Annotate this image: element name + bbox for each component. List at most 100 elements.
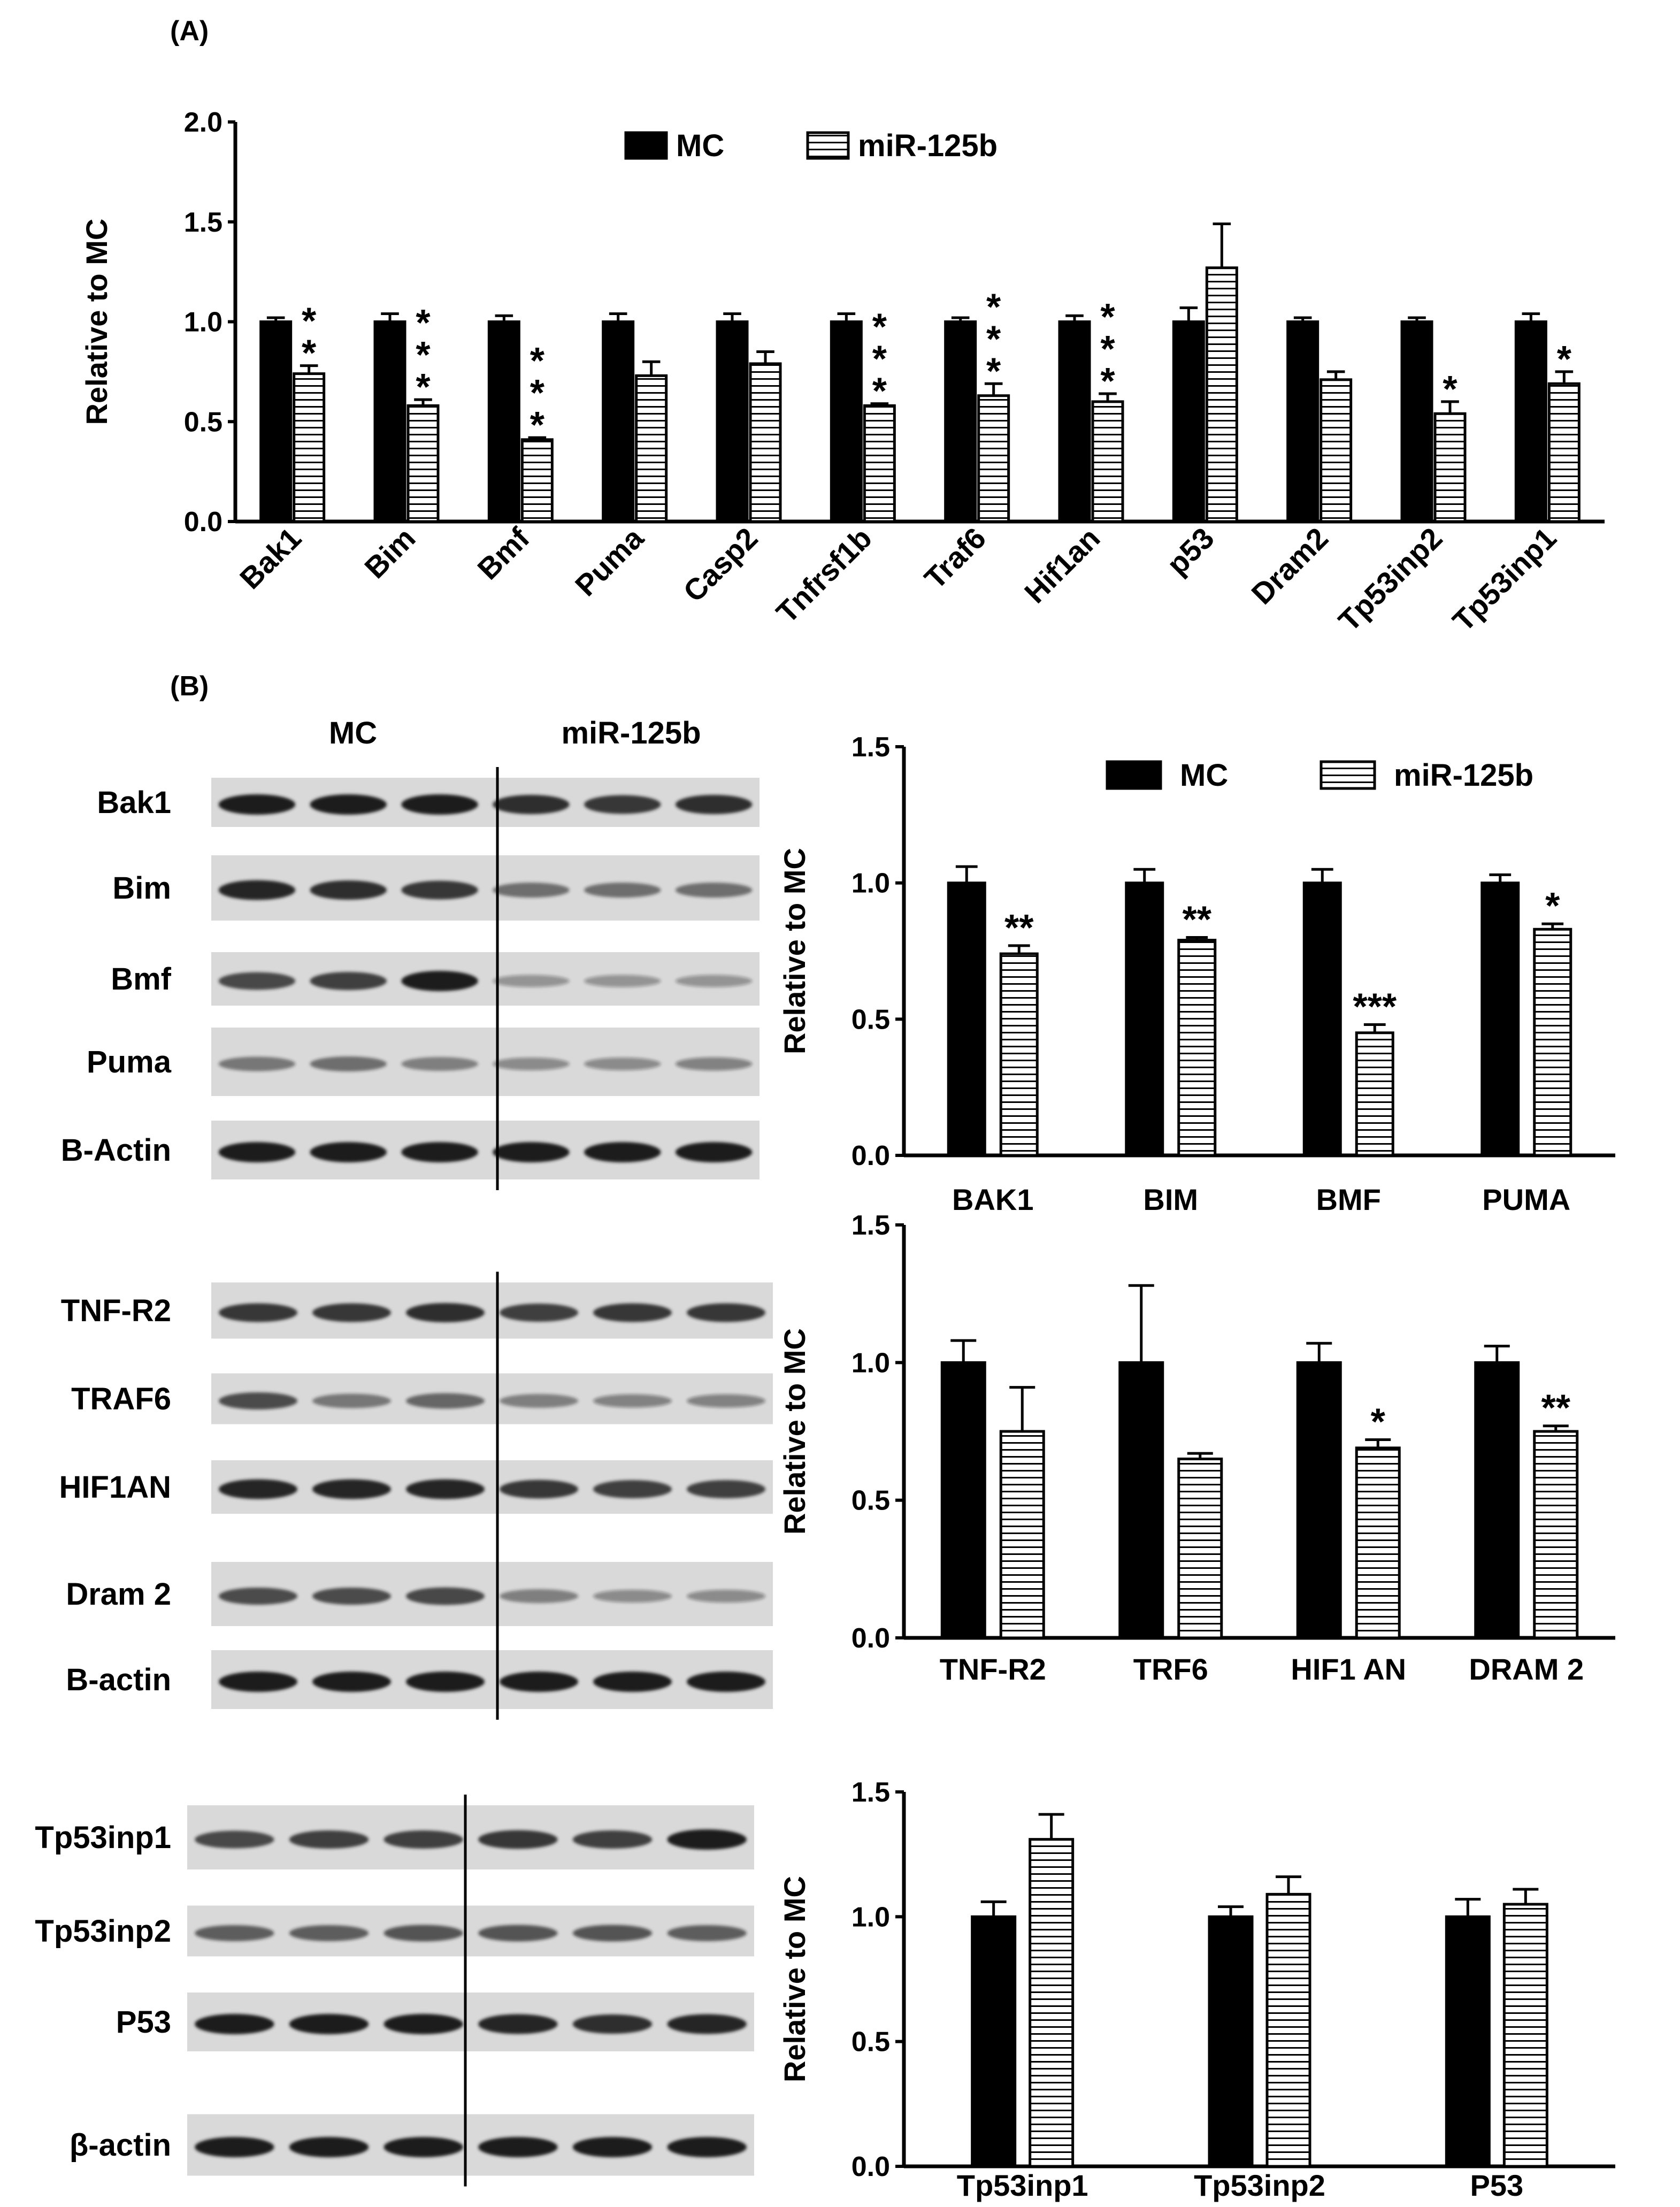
blot-band — [218, 880, 296, 900]
x-tick-label-BMF: BMF — [1316, 1183, 1381, 1216]
blot-strip-TNF-R2 — [211, 1282, 773, 1339]
bar-mc-Tp53inp2 — [1208, 1915, 1254, 2168]
bar-mc-BIM — [1125, 882, 1164, 1157]
significance-star: * — [872, 370, 887, 412]
bar-mir125b-P53 — [1502, 1903, 1548, 2168]
bar-mir125b-p53 — [1205, 266, 1238, 523]
bar-mc-Hif1an — [1058, 320, 1091, 523]
significance-star: * — [302, 332, 317, 374]
blot-band — [584, 975, 661, 987]
legend-label-mir125b: miR-125b — [1394, 758, 1533, 793]
y-tick-label: 1.0 — [851, 868, 890, 899]
bar-mir125b-BMF — [1355, 1031, 1394, 1157]
y-tick-label: 1.5 — [851, 732, 890, 763]
y-axis-label: Relative to MC — [778, 1876, 811, 2082]
blot-row-label-B-actin: B-actin — [66, 1662, 171, 1697]
blot-row-label-TNF-R2: TNF-R2 — [61, 1293, 171, 1328]
blot-band — [406, 1479, 485, 1499]
blot-band — [667, 2014, 747, 2034]
significance-marker: ** — [1004, 907, 1034, 948]
blot-band — [675, 1142, 753, 1162]
x-tick-label-BIM: BIM — [1143, 1183, 1198, 1216]
blot-band — [195, 2137, 274, 2157]
blot-band — [218, 1142, 296, 1162]
blot-band — [310, 1142, 387, 1162]
legend-label-mc: MC — [1180, 758, 1228, 793]
blot-band — [584, 1142, 661, 1162]
blot-band — [478, 1925, 558, 1942]
blot-band — [312, 1672, 391, 1692]
blot-row-label-P53: P53 — [116, 2005, 171, 2040]
bar-mc-Tp53inp1 — [971, 1915, 1017, 2168]
blot-band — [675, 883, 753, 898]
blot-band — [406, 1393, 485, 1409]
blot-band — [289, 1925, 369, 1941]
blot-band — [493, 1142, 570, 1162]
x-tick-label-Tp53inp1: Tp53inp1 — [957, 2168, 1088, 2202]
blot-band — [218, 794, 296, 815]
x-tick-label-Tp53inp1: Tp53inp1 — [1446, 521, 1562, 638]
blot-row-label-Bak1: Bak1 — [97, 785, 171, 820]
blot-band — [195, 1830, 274, 1849]
panel-b-label: (B) — [170, 671, 209, 702]
blot-strip-Bmf — [211, 952, 760, 1006]
blot-band — [312, 1479, 391, 1499]
y-tick-label: 0.5 — [851, 2027, 890, 2058]
blot-band — [478, 2137, 558, 2157]
legend-swatch-mc — [1106, 760, 1162, 790]
significance-star: * — [986, 350, 1001, 392]
bar-mc-Puma — [602, 320, 635, 523]
bar-mir125b-Hif1an — [1091, 400, 1124, 523]
significance-star: * — [416, 366, 431, 408]
blot-band — [572, 1925, 653, 1942]
blot-band — [500, 1480, 578, 1499]
blot-strip-HIF1AN — [211, 1460, 773, 1514]
bar-mc-P53 — [1445, 1915, 1491, 2168]
bar-mc-PUMA — [1480, 882, 1520, 1157]
bar-mir125b-BAK1 — [999, 952, 1039, 1157]
blot-row-label-HIF1AN: HIF1AN — [59, 1470, 171, 1505]
blot-row-label-Puma: Puma — [87, 1045, 172, 1079]
blot-band — [406, 1672, 485, 1692]
blot-strip-Tp53inp1 — [187, 1805, 754, 1869]
y-axis-label: Relative to MC — [778, 848, 811, 1054]
legend-label-mir125b: miR-125b — [858, 128, 998, 163]
significance-star: * — [416, 302, 431, 343]
blot-band — [584, 1057, 661, 1070]
blot-band — [219, 1672, 297, 1692]
x-tick-label-P53: P53 — [1470, 2168, 1524, 2202]
blot-band — [675, 795, 753, 814]
chart-3: 0.0 0.5 1.0 1.5 Relative to MC TNF-R2 TRF6 * HIF… — [778, 1210, 1615, 1686]
blot-band — [218, 1056, 296, 1071]
bar-mir125b-Dram2 — [1320, 378, 1353, 523]
bar-mir125b-BIM — [1177, 939, 1217, 1157]
y-tick-label: 0.0 — [184, 507, 223, 538]
blot-band — [687, 1672, 765, 1692]
x-tick-label-TRF6: TRF6 — [1133, 1652, 1208, 1686]
y-tick-label: 0.5 — [851, 1004, 890, 1035]
blot-band — [218, 972, 296, 990]
blot-row-label-Bmf: Bmf — [111, 962, 171, 997]
x-tick-label-Bim: Bim — [358, 521, 421, 585]
bar-mir125b-HIF1 AN — [1355, 1446, 1401, 1639]
blot-band — [584, 795, 661, 814]
y-tick-label: 1.0 — [184, 307, 223, 338]
blot-band — [687, 1480, 765, 1498]
blot-row-label-Tp53inp2: Tp53inp2 — [35, 1914, 171, 1949]
blot-strip-P53 — [187, 1993, 754, 2051]
blot-row-label-B-Actin: B-Actin — [61, 1133, 171, 1168]
bar-mir125b-TRF6 — [1177, 1457, 1223, 1639]
blot-band — [219, 1588, 297, 1605]
x-tick-label-p53: p53 — [1160, 521, 1221, 581]
bar-mc-Traf6 — [944, 320, 977, 523]
significance-star: * — [1443, 368, 1457, 410]
x-tick-label-HIF1 AN: HIF1 AN — [1291, 1652, 1406, 1686]
y-tick-label: 0.0 — [851, 1623, 890, 1654]
bar-mir125b-Tp53inp1 — [1547, 382, 1581, 523]
bar-mc-Tp53inp2 — [1400, 320, 1433, 523]
blot-band — [312, 1303, 391, 1322]
legend-swatch-mir125b — [806, 131, 850, 160]
blot-band — [493, 1057, 570, 1070]
x-tick-label-PUMA: PUMA — [1482, 1183, 1570, 1216]
significance-star: * — [986, 286, 1001, 327]
